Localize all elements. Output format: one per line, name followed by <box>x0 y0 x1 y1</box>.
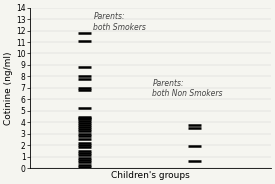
Text: Parents:
both Smokers: Parents: both Smokers <box>93 12 146 32</box>
X-axis label: Children's groups: Children's groups <box>111 171 190 180</box>
Y-axis label: Cotinine (ng/ml): Cotinine (ng/ml) <box>4 51 13 125</box>
Text: Parents:
both Non Smokers: Parents: both Non Smokers <box>152 79 223 98</box>
